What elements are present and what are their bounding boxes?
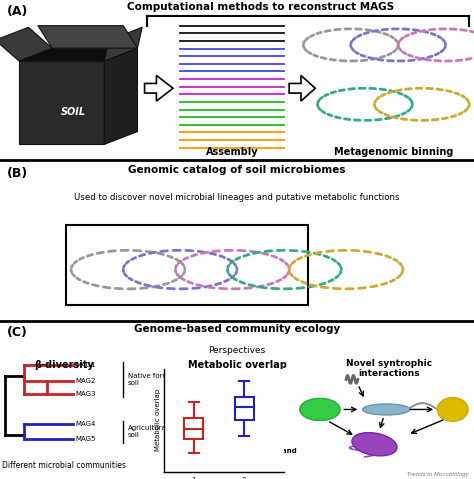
Text: MAG5: MAG5 — [76, 436, 96, 443]
Polygon shape — [145, 75, 173, 101]
Polygon shape — [104, 48, 137, 145]
Text: β-diversity: β-diversity — [34, 360, 94, 370]
Text: Different microbial communities: Different microbial communities — [2, 460, 126, 469]
Polygon shape — [104, 27, 142, 61]
Text: Used to discover novel microbial lineages and putative metabolic functions: Used to discover novel microbial lineage… — [74, 193, 400, 202]
Text: (A): (A) — [7, 5, 28, 18]
Text: MAG2: MAG2 — [76, 378, 96, 384]
Text: SOIL: SOIL — [61, 107, 86, 117]
Text: General view of competition and
cooperation in microbial
communities: General view of competition and cooperat… — [167, 448, 297, 468]
Text: MAG1: MAG1 — [76, 362, 96, 368]
Text: Novel syntrophic
interactions: Novel syntrophic interactions — [346, 359, 432, 378]
Polygon shape — [289, 75, 315, 101]
Y-axis label: Metabolic overlap: Metabolic overlap — [155, 389, 161, 451]
Ellipse shape — [363, 404, 410, 415]
Text: Metagenomic binning: Metagenomic binning — [334, 147, 453, 157]
Ellipse shape — [300, 399, 340, 421]
Text: Computational methods to reconstruct MAGS: Computational methods to reconstruct MAG… — [127, 1, 394, 11]
Ellipse shape — [352, 433, 397, 456]
Text: (C): (C) — [7, 326, 28, 339]
Text: Genomic catalog of soil microbiomes: Genomic catalog of soil microbiomes — [128, 165, 346, 175]
Polygon shape — [19, 61, 104, 145]
Polygon shape — [0, 27, 52, 61]
Text: Assembly: Assembly — [206, 147, 259, 157]
Text: Genome-based community ecology: Genome-based community ecology — [134, 324, 340, 334]
Text: Perspectives: Perspectives — [209, 346, 265, 355]
Text: Native forest
soil: Native forest soil — [128, 373, 173, 386]
Polygon shape — [38, 26, 137, 48]
Text: (B): (B) — [7, 167, 28, 180]
Polygon shape — [19, 48, 137, 61]
Text: MAG3: MAG3 — [76, 391, 96, 397]
Text: Agricultural
soil: Agricultural soil — [128, 425, 169, 438]
Ellipse shape — [437, 398, 468, 422]
Text: Metabolic overlap: Metabolic overlap — [188, 360, 286, 370]
Text: MAG4: MAG4 — [76, 421, 96, 427]
Text: Trends in Microbiology: Trends in Microbiology — [407, 472, 469, 478]
